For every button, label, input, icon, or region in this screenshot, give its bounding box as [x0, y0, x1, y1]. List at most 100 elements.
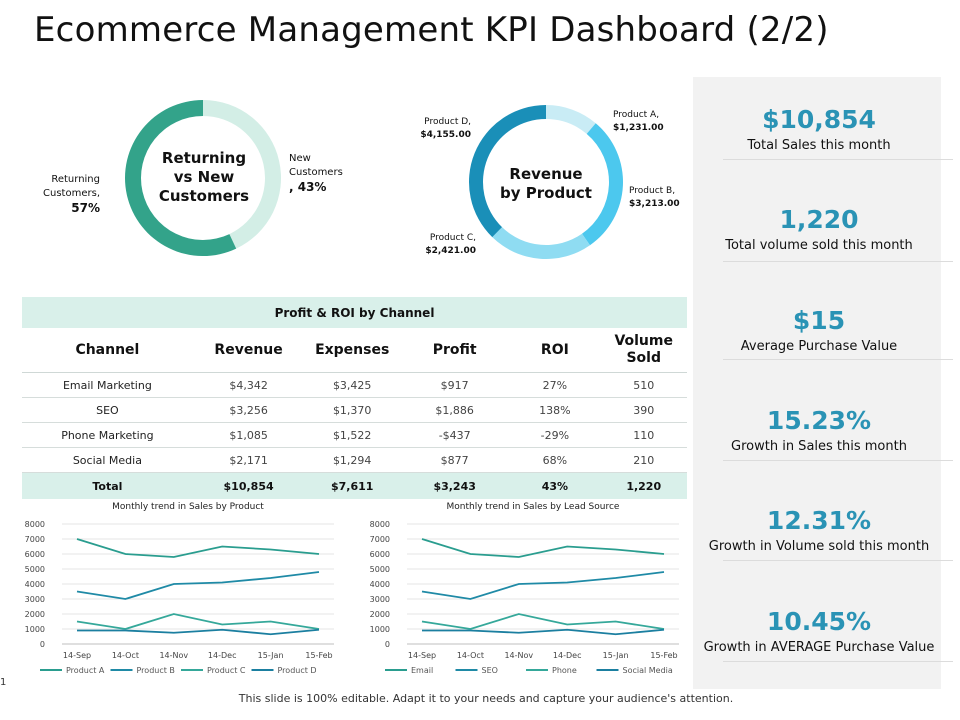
x-tick-label: 15-Jan: [258, 651, 284, 660]
center-line: vs New: [173, 168, 235, 186]
page-title: Ecommerce Management KPI Dashboard (2/2): [34, 10, 829, 50]
divider: [723, 560, 953, 561]
cell: 110: [600, 422, 687, 448]
cell: $3,425: [304, 372, 401, 398]
sales-by-lead-source-line-chart: 0 1000 2000 3000 4000 5000 6000 7000 8000 14-Sep 1…: [370, 520, 679, 675]
legend-label: Product D: [278, 666, 317, 675]
cell: $1,370: [304, 397, 401, 423]
profit-roi-table: Profit & ROI by Channel Channel Revenue …: [22, 297, 687, 499]
product-slice-b: [581, 123, 623, 246]
series-line-4: [77, 628, 320, 636]
x-tick-label: 14-Oct: [457, 651, 484, 660]
product-b-label: Product B, $3,213.00: [629, 185, 680, 211]
y-tick-label: 3000: [370, 595, 390, 604]
x-tick-label: 14-Dec: [553, 651, 582, 660]
legend-label: Social Media: [623, 666, 673, 675]
label-name: Product D,: [424, 117, 471, 127]
y-tick-label: 8000: [25, 520, 45, 529]
series-line-2: [421, 571, 665, 600]
cell: $1,522: [304, 422, 401, 448]
cell: $7,611: [304, 472, 401, 499]
cell: 510: [600, 372, 687, 398]
x-tick-label: 15-Feb: [305, 651, 332, 660]
center-line: by Product: [500, 184, 592, 202]
kpi-label: Growth in AVERAGE Purchase Value: [703, 640, 935, 655]
series-line-1: [421, 538, 665, 558]
new-value: , 43%: [289, 180, 327, 194]
cell: Total: [22, 472, 193, 499]
cell: 27%: [509, 372, 601, 398]
table-total-row: Total $10,854 $7,611 $3,243 43% 1,220: [22, 472, 687, 499]
cell: 390: [600, 397, 687, 423]
cell: 43%: [509, 472, 601, 499]
products-donut-center-label: Revenue by Product: [486, 165, 606, 203]
y-tick-label: 7000: [25, 535, 45, 544]
center-line: Revenue: [509, 165, 583, 183]
cell: $3,243: [400, 472, 510, 499]
x-tick-label: 15-Jan: [603, 651, 629, 660]
y-tick-label: 4000: [25, 580, 45, 589]
customers-donut-center-label: Returning vs New Customers: [144, 149, 264, 206]
y-tick-label: 5000: [370, 565, 390, 574]
y-tick-label: 2000: [25, 610, 45, 619]
legend-label: Product C: [207, 666, 246, 675]
kpi-label: Total Sales this month: [747, 138, 891, 153]
product-slice-d: [469, 105, 546, 238]
header-profit: Profit: [400, 328, 510, 373]
legend-label: Product A: [66, 666, 105, 675]
kpi-label: Growth in Sales this month: [731, 439, 907, 454]
divider: [723, 261, 953, 262]
product-c-label: Product C, $2,421.00: [416, 232, 476, 258]
header-channel: Channel: [22, 328, 193, 373]
table-row: SEO $3,256 $1,370 $1,886 138% 390: [22, 397, 687, 423]
table-row: Phone Marketing $1,085 $1,522 -$437 -29%…: [22, 422, 687, 448]
kpi-value: $15: [792, 306, 846, 335]
cell: Email Marketing: [22, 372, 193, 398]
series-line-3: [76, 613, 320, 630]
kpi-value: 10.45%: [766, 607, 872, 636]
label-line: Returning: [51, 174, 100, 185]
y-tick-label: 1000: [370, 625, 390, 634]
y-tick-label: 6000: [25, 550, 45, 559]
y-tick-label: 0: [385, 640, 390, 649]
center-line: Customers: [158, 187, 250, 205]
cell: 138%: [509, 397, 601, 423]
header-expenses: Expenses: [304, 328, 401, 373]
y-tick-label: 1000: [25, 625, 45, 634]
label-value: $4,155.00: [420, 130, 471, 140]
legend-label: Product B: [137, 666, 175, 675]
divider: [723, 359, 953, 360]
y-tick-label: 0: [40, 640, 45, 649]
divider: [723, 661, 953, 662]
cell: $4,342: [192, 372, 305, 398]
cell: -29%: [509, 422, 601, 448]
cell: $877: [400, 447, 510, 473]
legend-label: Email: [411, 666, 433, 675]
product-d-label: Product D, $4,155.00: [411, 116, 471, 142]
kpi-value: 1,220: [779, 205, 859, 234]
cell: 210: [600, 447, 687, 473]
y-tick-label: 5000: [25, 565, 45, 574]
kpi-label: Average Purchase Value: [740, 339, 898, 354]
label-line: New: [289, 153, 311, 164]
x-tick-label: 14-Sep: [408, 651, 436, 660]
new-customers-label: New Customers , 43%: [289, 152, 359, 196]
series-line-1: [76, 538, 320, 558]
kpi-panel: $10,854 Total Sales this month 1,220 Tot…: [693, 77, 953, 689]
label-line: Customers: [289, 167, 343, 178]
divider: [723, 460, 953, 461]
y-tick-label: 2000: [370, 610, 390, 619]
new-customers-slice: [203, 100, 281, 249]
cell: $1,085: [192, 422, 305, 448]
kpi-value: $10,854: [762, 105, 876, 134]
series-line-2: [76, 571, 320, 600]
label-name: Product C,: [429, 233, 476, 243]
kpi-label: Growth in Volume sold this month: [708, 539, 930, 554]
slide-number: 1: [0, 677, 7, 688]
cell: $10,854: [192, 472, 305, 499]
cell: $1,886: [400, 397, 510, 423]
cell: $917: [400, 372, 510, 398]
x-tick-label: 14-Dec: [208, 651, 237, 660]
x-tick-label: 15-Feb: [650, 651, 677, 660]
y-tick-label: 8000: [370, 520, 390, 529]
